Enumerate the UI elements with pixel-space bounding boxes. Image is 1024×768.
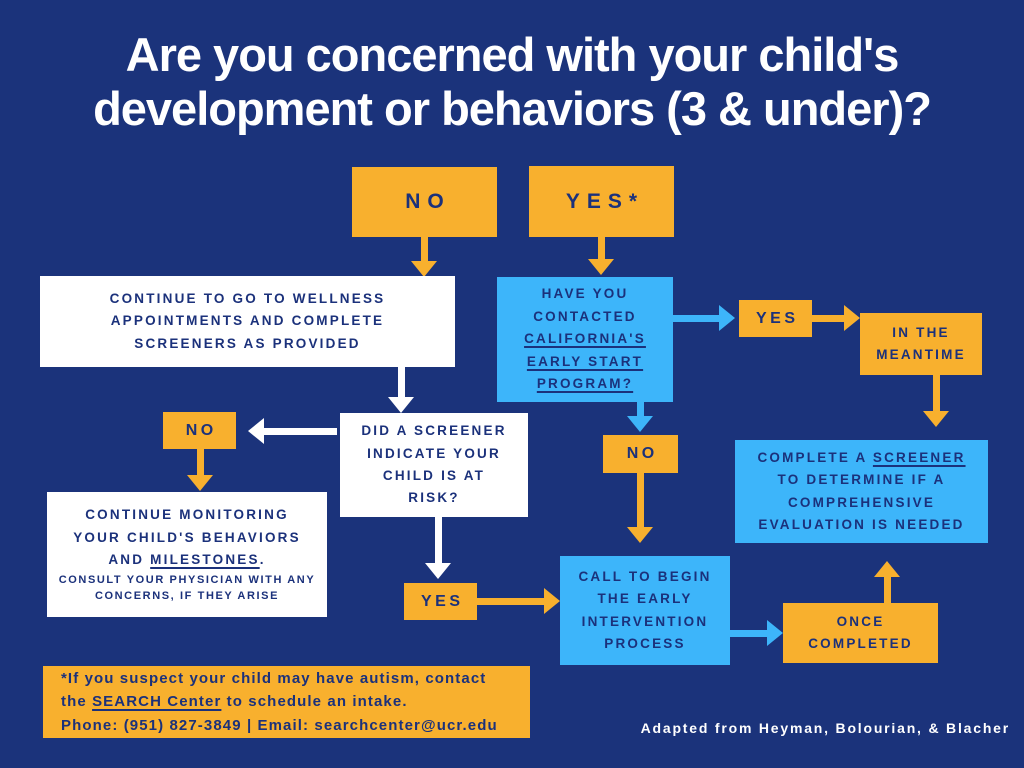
- no-right-box: NO: [603, 435, 678, 473]
- arrow-call-once-icon: [730, 620, 783, 646]
- page-title-line: Are you concerned with your child's: [125, 28, 900, 81]
- arrow-have-you-yes-icon: [673, 305, 735, 331]
- text-line: INTERVENTION: [581, 613, 709, 629]
- text-line: AND MILESTONES.: [108, 549, 265, 571]
- no-right-label: NO: [626, 445, 658, 462]
- text-line: INDICATE YOUR: [367, 445, 501, 461]
- search-center-link[interactable]: SEARCH Center: [92, 693, 222, 711]
- milestones-link[interactable]: MILESTONES: [150, 552, 260, 568]
- screener-link[interactable]: SCREENER: [872, 449, 966, 465]
- page-title-line: development or behaviors (3 & under)?: [93, 82, 932, 135]
- california-early-start-link[interactable]: EARLY START: [526, 353, 644, 369]
- text-line: COMPLETE A SCREENER: [757, 447, 965, 469]
- text-fragment: to schedule an intake.: [221, 693, 408, 711]
- yes-mid-label: YES: [420, 592, 464, 610]
- arrow-yes-mid-call-icon: [477, 588, 560, 614]
- text-line: CONTINUE MONITORING: [85, 507, 289, 523]
- yes-right-box: YES: [739, 300, 812, 337]
- meantime-box: IN THE MEANTIME: [860, 313, 982, 375]
- no-top-label: NO: [405, 190, 451, 213]
- page-title: Are you concerned with your child's deve…: [0, 28, 1024, 136]
- arrow-no-top-down-icon: [411, 237, 437, 277]
- footer-note: *If you suspect your child may have auti…: [43, 666, 530, 738]
- arrow-meantime-down-icon: [923, 375, 949, 427]
- text-fragment: AND: [108, 552, 151, 568]
- arrow-yes-meantime-icon: [812, 305, 860, 331]
- arrow-once-completed-up-icon: [874, 561, 900, 603]
- text-line: RISK?: [408, 490, 460, 506]
- text-line: *If you suspect your child may have auti…: [61, 670, 487, 688]
- did-screener-box: DID A SCREENER INDICATE YOUR CHILD IS AT…: [340, 413, 528, 517]
- text-line: THE EARLY: [597, 591, 693, 607]
- once-completed-box: ONCE COMPLETED: [783, 603, 938, 663]
- arrow-yes-top-down-icon: [588, 237, 614, 275]
- text-line: HAVE YOU: [541, 286, 629, 302]
- call-to-begin-box: CALL TO BEGIN THE EARLY INTERVENTION PRO…: [560, 556, 730, 665]
- text-line: COMPREHENSIVE: [787, 494, 936, 510]
- text-line: Phone: (951) 827-3849 | Email: searchcen…: [61, 716, 498, 734]
- yes-mid-box: YES: [404, 583, 477, 620]
- text-line: COMPLETED: [808, 636, 913, 651]
- arrow-wellness-down-icon: [388, 367, 414, 413]
- wellness-box: CONTINUE TO GO TO WELLNESS APPOINTMENTS …: [40, 276, 455, 367]
- california-early-start-link[interactable]: CALIFORNIA'S: [524, 331, 646, 347]
- text-line: APPOINTMENTS AND COMPLETE: [110, 313, 385, 329]
- arrow-screener-no-icon: [248, 418, 337, 444]
- text-line: CONTINUE TO GO TO WELLNESS: [109, 290, 386, 306]
- text-fragment: .: [259, 552, 266, 568]
- yes-right-label: YES: [755, 309, 799, 327]
- text-line: CALL TO BEGIN: [578, 568, 712, 584]
- text-line: IN THE: [892, 324, 950, 340]
- have-you-contacted-box: HAVE YOU CONTACTED CALIFORNIA'S EARLY ST…: [497, 277, 673, 402]
- text-line: SCREENERS AS PROVIDED: [134, 335, 361, 351]
- arrow-no-mid-down-icon: [187, 449, 213, 491]
- yes-top-label: YES*: [565, 189, 645, 213]
- yes-top-box: YES*: [529, 166, 674, 237]
- text-line: CONTACTED: [533, 308, 637, 324]
- text-line: the SEARCH Center to schedule an intake.: [61, 690, 408, 713]
- text-line: CHILD IS AT: [382, 468, 486, 483]
- complete-screener-box: COMPLETE A SCREENER TO DETERMINE IF A CO…: [735, 440, 988, 543]
- california-early-start-link[interactable]: PROGRAM?: [536, 376, 634, 392]
- text-line: DID A SCREENER: [361, 423, 507, 439]
- no-mid-label: NO: [185, 421, 217, 439]
- credit-text: Adapted from Heyman, Bolourian, & Blache…: [640, 720, 1010, 736]
- no-top-box: NO: [352, 167, 497, 237]
- text-fragment: COMPLETE A: [757, 449, 873, 465]
- arrow-screener-yes-icon: [425, 517, 451, 579]
- no-mid-box: NO: [163, 412, 236, 449]
- text-line: MEANTIME: [876, 347, 966, 362]
- text-line: ONCE: [836, 613, 885, 629]
- text-line: TO DETERMINE IF A: [777, 472, 946, 488]
- text-line: PROCESS: [604, 635, 686, 651]
- text-line: EVALUATION IS NEEDED: [758, 516, 965, 532]
- text-fragment: the: [61, 693, 93, 711]
- text-line: CONCERNS, IF THEY ARISE: [94, 590, 280, 603]
- monitoring-box: CONTINUE MONITORING YOUR CHILD'S BEHAVIO…: [47, 492, 327, 617]
- text-line: YOUR CHILD'S BEHAVIORS: [73, 529, 301, 545]
- text-line: CONSULT YOUR PHYSICIAN WITH ANY: [58, 573, 316, 586]
- arrow-have-you-no-icon: [627, 402, 653, 432]
- arrow-no-right-call-icon: [627, 473, 653, 543]
